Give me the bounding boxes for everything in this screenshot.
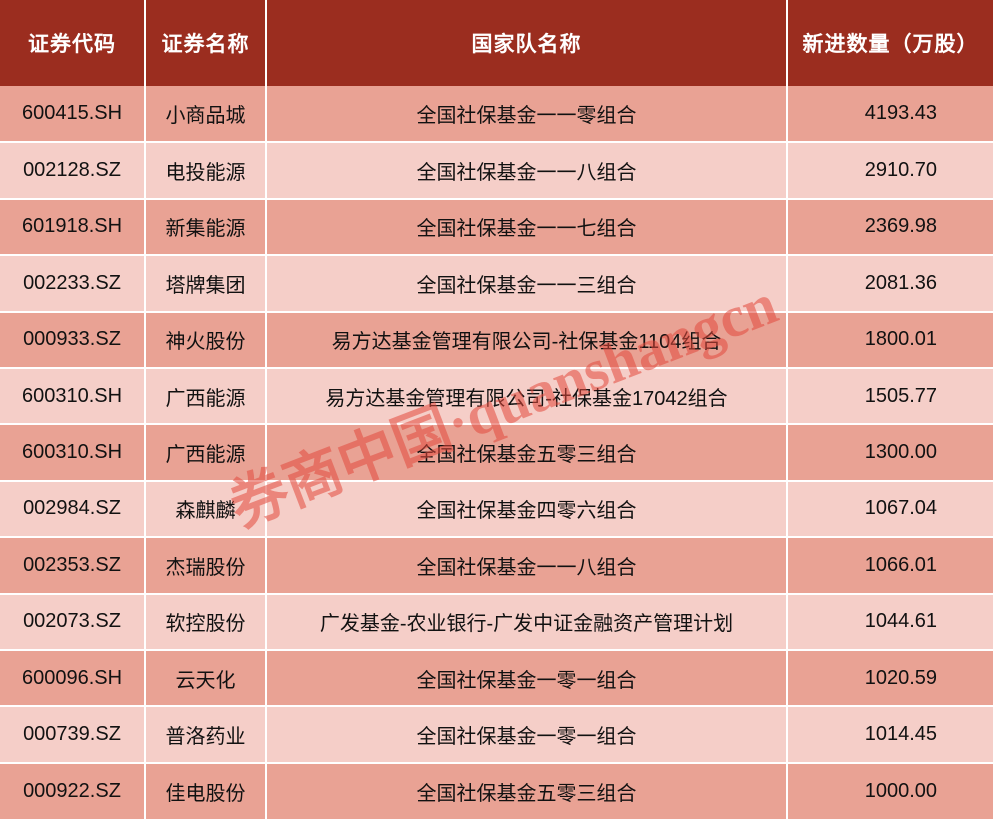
cell-security-name: 软控股份 bbox=[145, 593, 267, 651]
cell-new-quantity: 2369.98 bbox=[787, 198, 993, 257]
table-row: 002233.SZ 塔牌集团 全国社保基金一一三组合 2081.36 bbox=[0, 255, 993, 313]
cell-new-quantity: 1044.61 bbox=[787, 593, 993, 651]
table-row: 600310.SH 广西能源 全国社保基金五零三组合 1300.00 bbox=[0, 424, 993, 482]
cell-new-quantity: 1300.00 bbox=[787, 424, 993, 482]
cell-security-name: 塔牌集团 bbox=[145, 255, 267, 313]
header-row: 证券代码 证券名称 国家队名称 新进数量（万股） bbox=[0, 0, 993, 86]
cell-new-quantity: 1800.01 bbox=[787, 311, 993, 369]
cell-new-quantity: 1505.77 bbox=[787, 367, 993, 426]
cell-new-quantity: 2081.36 bbox=[787, 255, 993, 313]
cell-security-name: 杰瑞股份 bbox=[145, 537, 267, 595]
cell-national-team-name: 易方达基金管理有限公司-社保基金17042组合 bbox=[266, 367, 788, 426]
cell-security-name: 小商品城 bbox=[145, 86, 267, 144]
column-header-security-code: 证券代码 bbox=[0, 0, 146, 86]
cell-national-team-name: 广发基金-农业银行-广发中证金融资产管理计划 bbox=[266, 593, 788, 651]
cell-national-team-name: 全国社保基金四零六组合 bbox=[266, 480, 788, 539]
cell-new-quantity: 1020.59 bbox=[787, 649, 993, 708]
table-row: 002128.SZ 电投能源 全国社保基金一一八组合 2910.70 bbox=[0, 142, 993, 200]
cell-security-code: 002073.SZ bbox=[0, 593, 146, 651]
cell-new-quantity: 1067.04 bbox=[787, 480, 993, 539]
cell-national-team-name: 全国社保基金一一八组合 bbox=[266, 142, 788, 200]
column-header-national-team-name: 国家队名称 bbox=[266, 0, 788, 86]
table-row: 002073.SZ 软控股份 广发基金-农业银行-广发中证金融资产管理计划 1044.… bbox=[0, 593, 993, 651]
cell-security-name: 新集能源 bbox=[145, 198, 267, 257]
cell-security-name: 电投能源 bbox=[145, 142, 267, 200]
cell-new-quantity: 1000.00 bbox=[787, 762, 993, 819]
cell-security-code: 600096.SH bbox=[0, 649, 146, 708]
cell-security-code: 002984.SZ bbox=[0, 480, 146, 539]
table-row: 000933.SZ 神火股份 易方达基金管理有限公司-社保基金1104组合 1800.… bbox=[0, 311, 993, 369]
table-row: 000739.SZ 普洛药业 全国社保基金一零一组合 1014.45 bbox=[0, 706, 993, 764]
cell-security-code: 000933.SZ bbox=[0, 311, 146, 369]
cell-security-code: 002233.SZ bbox=[0, 255, 146, 313]
cell-national-team-name: 全国社保基金一一三组合 bbox=[266, 255, 788, 313]
cell-national-team-name: 易方达基金管理有限公司-社保基金1104组合 bbox=[266, 311, 788, 369]
cell-new-quantity: 2910.70 bbox=[787, 142, 993, 200]
cell-national-team-name: 全国社保基金一零一组合 bbox=[266, 706, 788, 764]
table-row: 601918.SH 新集能源 全国社保基金一一七组合 2369.98 bbox=[0, 198, 993, 257]
cell-security-name: 广西能源 bbox=[145, 367, 267, 426]
table-row: 000922.SZ 佳电股份 全国社保基金五零三组合 1000.00 bbox=[0, 762, 993, 819]
cell-security-code: 600310.SH bbox=[0, 424, 146, 482]
cell-national-team-name: 全国社保基金一零一组合 bbox=[266, 649, 788, 708]
table-row: 002984.SZ 森麒麟 全国社保基金四零六组合 1067.04 bbox=[0, 480, 993, 539]
cell-security-name: 神火股份 bbox=[145, 311, 267, 369]
table-row: 600415.SH 小商品城 全国社保基金一一零组合 4193.43 bbox=[0, 86, 993, 144]
cell-security-name: 云天化 bbox=[145, 649, 267, 708]
table-header: 证券代码 证券名称 国家队名称 新进数量（万股） bbox=[0, 0, 993, 86]
cell-new-quantity: 4193.43 bbox=[787, 86, 993, 144]
table-row: 002353.SZ 杰瑞股份 全国社保基金一一八组合 1066.01 bbox=[0, 537, 993, 595]
table-row: 600310.SH 广西能源 易方达基金管理有限公司-社保基金17042组合 1505… bbox=[0, 367, 993, 426]
cell-security-code: 002353.SZ bbox=[0, 537, 146, 595]
cell-national-team-name: 全国社保基金五零三组合 bbox=[266, 424, 788, 482]
cell-security-name: 广西能源 bbox=[145, 424, 267, 482]
cell-security-code: 000739.SZ bbox=[0, 706, 146, 764]
cell-security-name: 佳电股份 bbox=[145, 762, 267, 819]
cell-security-code: 002128.SZ bbox=[0, 142, 146, 200]
cell-national-team-name: 全国社保基金一一零组合 bbox=[266, 86, 788, 144]
cell-national-team-name: 全国社保基金一一七组合 bbox=[266, 198, 788, 257]
cell-national-team-name: 全国社保基金一一八组合 bbox=[266, 537, 788, 595]
table-body: 600415.SH 小商品城 全国社保基金一一零组合 4193.43 002128.SZ… bbox=[0, 86, 993, 819]
cell-new-quantity: 1066.01 bbox=[787, 537, 993, 595]
cell-security-code: 600310.SH bbox=[0, 367, 146, 426]
cell-new-quantity: 1014.45 bbox=[787, 706, 993, 764]
cell-security-code: 000922.SZ bbox=[0, 762, 146, 819]
cell-security-name: 森麒麟 bbox=[145, 480, 267, 539]
cell-security-name: 普洛药业 bbox=[145, 706, 267, 764]
column-header-security-name: 证券名称 bbox=[145, 0, 267, 86]
cell-national-team-name: 全国社保基金五零三组合 bbox=[266, 762, 788, 819]
cell-security-code: 601918.SH bbox=[0, 198, 146, 257]
table-row: 600096.SH 云天化 全国社保基金一零一组合 1020.59 bbox=[0, 649, 993, 708]
column-header-new-quantity: 新进数量（万股） bbox=[787, 0, 993, 86]
cell-security-code: 600415.SH bbox=[0, 86, 146, 144]
